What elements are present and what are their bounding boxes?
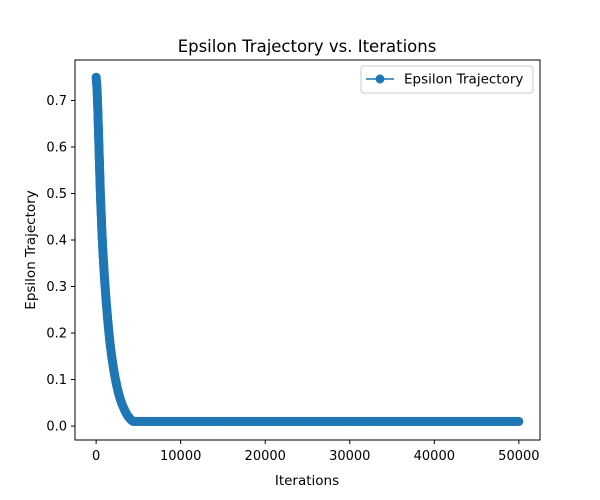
x-tick-label: 30000	[329, 449, 370, 464]
legend: Epsilon Trajectory	[360, 65, 534, 94]
series-0	[91, 72, 524, 426]
x-tick-label: 0	[92, 449, 100, 464]
y-axis-label: Epsilon Trajectory	[23, 190, 39, 309]
x-axis: 0 10000 20000 30000 40000 50000	[92, 440, 540, 464]
data-point	[514, 416, 524, 426]
legend-label-epsilon-trajectory: Epsilon Trajectory	[404, 72, 523, 88]
y-axis: 0.0 0.1 0.2 0.3 0.4 0.5 0.6 0.7	[46, 94, 75, 435]
plot-frame	[74, 59, 541, 441]
x-tick-label: 40000	[414, 449, 455, 464]
y-tick-label: 0.1	[46, 373, 67, 388]
y-tick-label: 0.4	[46, 234, 67, 249]
x-tick-label: 10000	[160, 449, 201, 464]
chart-title: Epsilon Trajectory vs. Iterations	[178, 37, 437, 56]
plot-data	[91, 72, 524, 426]
y-tick-label: 0.3	[46, 280, 67, 295]
series-line	[95, 77, 519, 423]
y-tick-label: 0.0	[46, 420, 67, 435]
x-tick-label: 50000	[498, 449, 539, 464]
x-axis-label: Iterations	[275, 473, 339, 489]
y-tick-label: 0.7	[46, 94, 67, 109]
y-tick-label: 0.2	[46, 327, 67, 342]
y-tick-label: 0.5	[46, 187, 67, 202]
legend-marker	[375, 74, 385, 84]
legend-box	[360, 65, 534, 94]
y-tick-label: 0.6	[46, 140, 67, 155]
x-tick-label: 20000	[245, 449, 286, 464]
